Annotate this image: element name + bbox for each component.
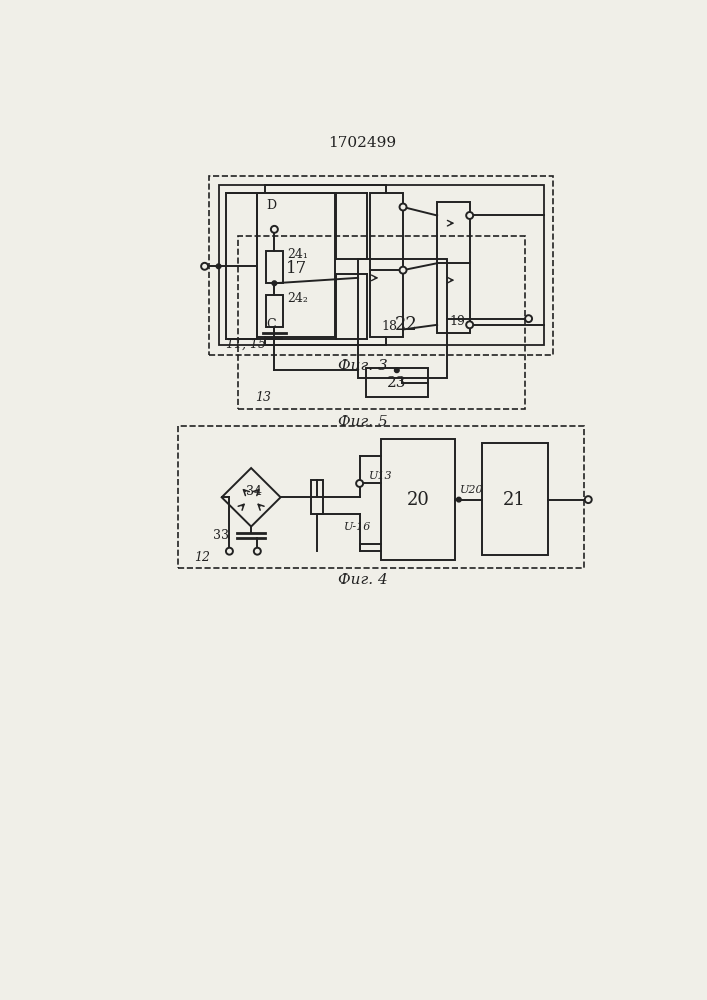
Text: 23: 23 [387,376,407,390]
Text: 20: 20 [407,491,429,509]
Circle shape [457,497,461,502]
Circle shape [399,204,407,210]
Circle shape [216,264,221,269]
Text: C: C [267,318,276,331]
Circle shape [226,548,233,555]
Bar [218,185,544,345]
Text: 24₁: 24₁ [287,248,308,261]
Text: 19: 19 [450,315,465,328]
Circle shape [356,480,363,487]
Text: 22: 22 [395,316,418,334]
Circle shape [201,263,208,270]
Bar [209,176,554,355]
Circle shape [466,321,473,328]
Text: U20: U20 [460,485,484,495]
Text: Фиг. 5: Фиг. 5 [338,415,387,429]
Text: 17: 17 [286,260,307,277]
Bar [257,193,335,337]
Bar [226,193,257,339]
Text: 12: 12 [194,551,211,564]
Bar [311,480,323,514]
Text: D: D [267,199,276,212]
Bar [366,368,428,397]
Circle shape [399,267,407,274]
Bar [381,439,455,560]
Text: 33: 33 [214,529,230,542]
Text: 1702499: 1702499 [328,136,396,150]
Text: 24₂: 24₂ [287,292,308,305]
Text: 18: 18 [382,320,397,333]
Circle shape [525,315,532,322]
Text: Фиг. 4: Фиг. 4 [338,573,387,587]
Text: 13: 13 [255,391,271,404]
Bar [266,251,283,283]
Bar [370,193,403,337]
Text: Фиг. 3: Фиг. 3 [338,359,387,373]
Bar [358,259,448,378]
Text: 34: 34 [246,485,262,498]
Text: U13: U13 [369,471,392,481]
Bar [482,443,548,555]
Circle shape [466,212,473,219]
Text: 11, 15: 11, 15 [226,338,266,351]
Text: U‑16: U‑16 [344,522,371,532]
Text: 21: 21 [503,491,526,509]
Circle shape [395,368,399,373]
Circle shape [272,281,276,286]
Bar [238,235,525,409]
Bar [437,202,469,333]
Bar [177,426,585,568]
Bar [266,295,283,327]
Circle shape [585,496,592,503]
Circle shape [271,226,278,233]
Circle shape [254,548,261,555]
